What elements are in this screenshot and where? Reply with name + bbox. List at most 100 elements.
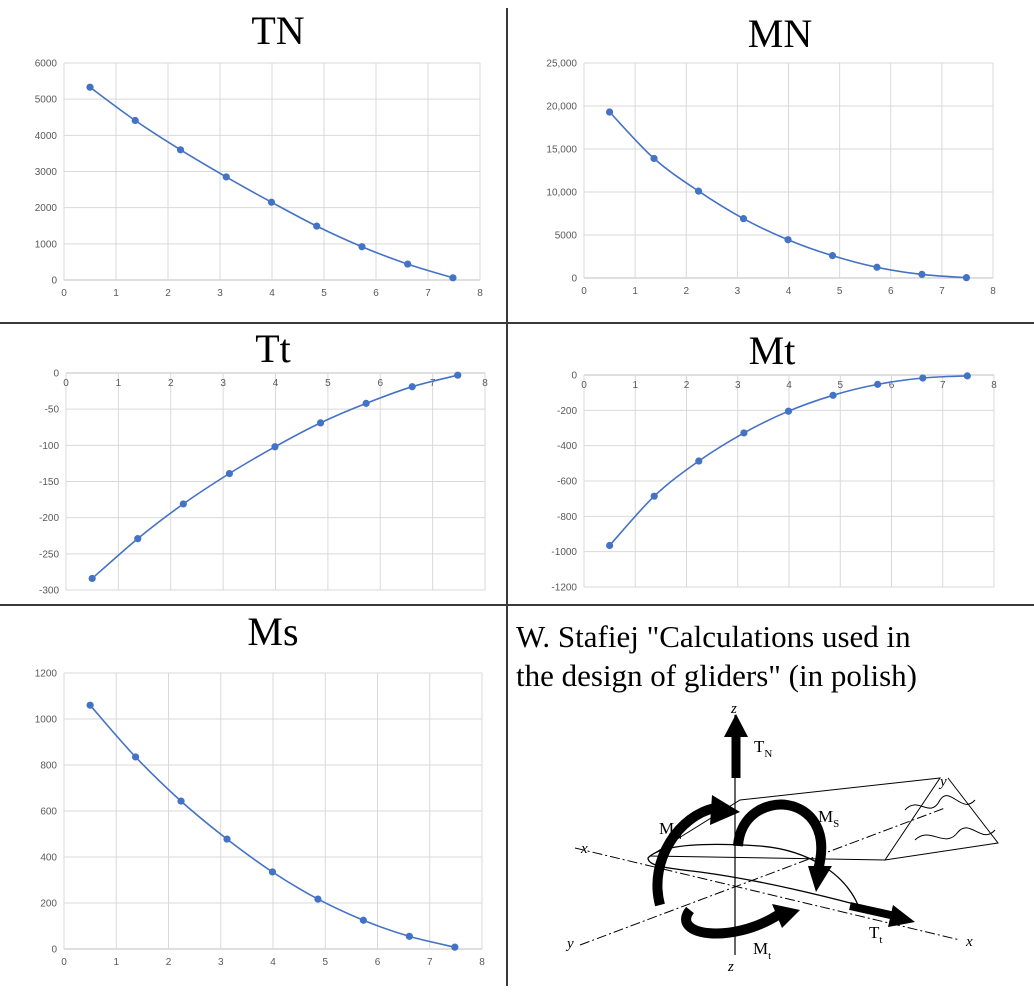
- data-point: [134, 535, 142, 543]
- x-tick-label: 5: [837, 380, 843, 391]
- y-tick-label: 0: [571, 371, 577, 382]
- data-point: [358, 243, 366, 251]
- x-tick-label: 6: [377, 378, 383, 389]
- x-tick-label: 7: [939, 286, 945, 297]
- y-axis-label-left: y: [565, 936, 574, 952]
- y-tick-label: 1000: [35, 715, 58, 726]
- data-point: [362, 399, 370, 407]
- data-point: [449, 274, 457, 282]
- data-point: [451, 943, 459, 951]
- data-point: [176, 146, 185, 154]
- y-tick-label: 15,000: [546, 145, 577, 156]
- ms-arrow-arc: [733, 799, 827, 872]
- data-point: [918, 270, 926, 278]
- wing-break-wave-upper: [904, 795, 976, 811]
- ms-arrow-head: [808, 866, 832, 892]
- x-tick-label: 7: [940, 380, 946, 391]
- chart-mn: MN 0 5000 10,000 15,000 20,000 25,000 0 1 2 3 4 5 6 7 8: [546, 11, 996, 297]
- y-tick-label: 1000: [35, 239, 58, 250]
- y-tick-label: -300: [39, 586, 59, 597]
- x-tick-label: 0: [63, 378, 69, 389]
- data-point: [740, 429, 748, 437]
- series-line: [89, 704, 455, 948]
- data-point: [177, 797, 185, 805]
- y-tick-label: 400: [40, 853, 57, 864]
- data-point: [650, 492, 658, 500]
- tn-label: TN: [754, 737, 772, 760]
- x-tick-label: 2: [684, 380, 690, 391]
- y-tick-label: -100: [39, 441, 59, 452]
- data-point: [225, 469, 234, 478]
- y-tick-label: -150: [39, 477, 59, 488]
- data-point: [86, 701, 94, 709]
- tt-label-main: T: [869, 923, 880, 942]
- y-tick-label: -1200: [551, 583, 577, 594]
- y-tick-label: 6000: [35, 59, 58, 70]
- data-point: [404, 260, 412, 268]
- mn-label-main: M: [659, 819, 674, 838]
- data-point: [313, 222, 321, 230]
- y-tick-label: -800: [557, 512, 577, 523]
- data-point: [316, 419, 325, 427]
- x-tick-label: 6: [888, 286, 894, 297]
- data-point: [131, 753, 140, 761]
- mt-label-sub: t: [768, 950, 771, 962]
- x-tick-label: 1: [632, 286, 638, 297]
- x-tick-label: 0: [581, 286, 587, 297]
- y-tick-label: 4000: [35, 131, 58, 142]
- x-tick-label: 1: [113, 288, 119, 299]
- data-point: [828, 252, 837, 260]
- y-axis-line: [579, 807, 946, 946]
- x-tick-label: 4: [270, 957, 276, 968]
- data-point: [695, 457, 703, 465]
- x-tick-label: 5: [325, 378, 331, 389]
- data-point: [222, 173, 230, 181]
- y-tick-label: -50: [45, 405, 60, 416]
- x-tick-label: 4: [269, 288, 275, 299]
- x-tick-label: 6: [889, 380, 895, 391]
- data-point: [268, 868, 277, 876]
- x-tick-label: 1: [113, 957, 119, 968]
- chart-title: Mt: [749, 328, 796, 373]
- y-tick-label: -600: [557, 477, 577, 488]
- y-tick-label: -250: [39, 549, 59, 560]
- y-tick-label: 3000: [35, 167, 58, 178]
- ms-label: MS: [818, 807, 839, 830]
- chart-mt: Mt 0 -200 -400 -600 -800 -1000 -1200 0 1 2 3 4 5 6 7 8: [551, 328, 997, 594]
- z-axis-label-top: z: [730, 701, 737, 717]
- data-point: [962, 274, 971, 282]
- tt-arrow-shaft: [849, 902, 896, 920]
- chart-tt: Tt 0 -50 -100 -150 -200 -250 -300 0 1 2 3 4 5 6 7 8: [39, 326, 488, 597]
- ms-label-main: M: [818, 807, 833, 826]
- chart-tn: TN 0 1000 2000 3000 4000 5000 6000 0 1 2 3 4 5 6 7 8: [35, 8, 483, 299]
- tn-arrow-head: [724, 714, 748, 737]
- y-tick-label: 1200: [35, 669, 58, 680]
- mt-arrow-head: [772, 904, 800, 928]
- y-tick-label: 800: [40, 761, 57, 772]
- chart-title: Tt: [255, 326, 291, 371]
- x-tick-label: 2: [683, 286, 689, 297]
- y-tick-label: 5000: [35, 95, 58, 106]
- x-axis-label-right: x: [965, 934, 973, 950]
- chart-title: MN: [748, 11, 812, 56]
- x-tick-label: 6: [375, 957, 381, 968]
- x-tick-label: 2: [166, 957, 172, 968]
- data-point: [784, 407, 793, 415]
- data-point: [179, 500, 187, 508]
- chart-title: Ms: [247, 609, 298, 654]
- x-tick-label: 8: [482, 378, 488, 389]
- y-tick-label: 0: [571, 274, 577, 285]
- x-tick-label: 3: [217, 288, 223, 299]
- y-tick-label: 25,000: [546, 59, 577, 70]
- tn-label-main: T: [754, 737, 765, 756]
- x-tick-label: 5: [321, 288, 327, 299]
- y-tick-label: 600: [40, 807, 57, 818]
- y-tick-label: 0: [51, 945, 57, 956]
- x-tick-label: 2: [168, 378, 174, 389]
- x-tick-label: 3: [735, 380, 741, 391]
- wing-plane-outline: [648, 777, 942, 861]
- x-axis-label-left: x: [580, 841, 588, 857]
- data-point: [314, 895, 322, 903]
- x-tick-label: 5: [322, 957, 328, 968]
- tn-label-sub: N: [764, 748, 772, 760]
